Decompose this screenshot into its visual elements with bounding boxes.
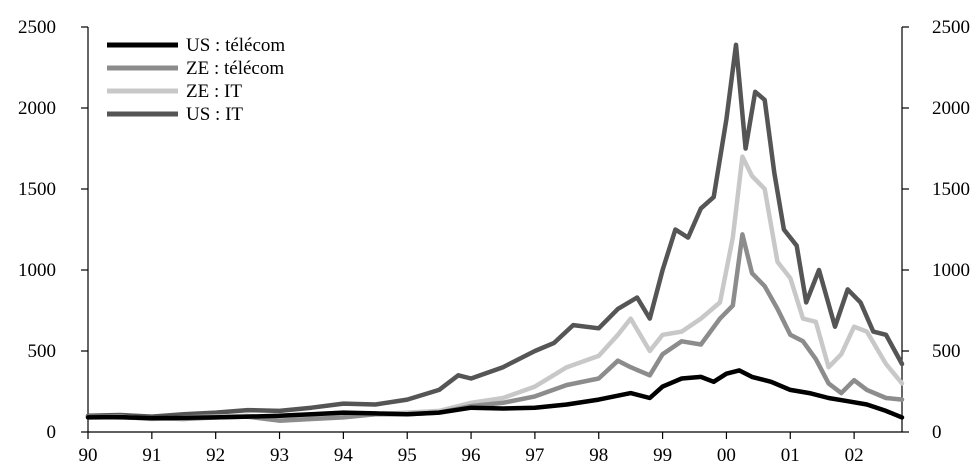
x-tick-label: 96 xyxy=(462,445,481,466)
x-tick-label: 95 xyxy=(398,445,417,466)
legend-label-ze-t-l-com: ZE : télécom xyxy=(186,58,284,79)
x-tick-label: 02 xyxy=(845,445,864,466)
x-tick-label: 01 xyxy=(781,445,800,466)
y-tick-label-right: 0 xyxy=(932,422,942,443)
y-tick-label-left: 2000 xyxy=(18,98,56,119)
x-tick-label: 00 xyxy=(717,445,736,466)
y-tick-label-left: 2500 xyxy=(18,17,56,38)
y-tick-label-right: 2500 xyxy=(932,17,970,38)
x-tick-label: 93 xyxy=(270,445,289,466)
y-tick-label-left: 500 xyxy=(28,341,57,362)
series-line-ze-t-l-com xyxy=(85,232,905,423)
x-tick-label: 91 xyxy=(142,445,161,466)
x-tick-label: 98 xyxy=(589,445,608,466)
series-line-us-t-l-com xyxy=(85,368,905,421)
y-tick-label-right: 1500 xyxy=(932,179,970,200)
series-line-us-it xyxy=(85,42,905,419)
legend-label-us-t-l-com: US : télécom xyxy=(186,35,285,56)
series-lines xyxy=(85,42,905,423)
x-tick-label: 94 xyxy=(334,445,354,466)
legend-label-us-it: US : IT xyxy=(186,104,243,125)
y-tick-label-right: 2000 xyxy=(932,98,970,119)
x-tick-label: 97 xyxy=(525,445,544,466)
y-tick-label-right: 500 xyxy=(932,341,961,362)
y-tick-label-left: 1000 xyxy=(18,260,56,281)
legend-label-ze-it: ZE : IT xyxy=(186,81,242,102)
y-tick-label-left: 0 xyxy=(47,422,57,443)
x-tick-label: 92 xyxy=(206,445,225,466)
y-tick-label-left: 1500 xyxy=(18,179,56,200)
x-tick-label: 99 xyxy=(653,445,672,466)
x-tick-label: 90 xyxy=(79,445,98,466)
y-tick-label-right: 1000 xyxy=(932,260,970,281)
